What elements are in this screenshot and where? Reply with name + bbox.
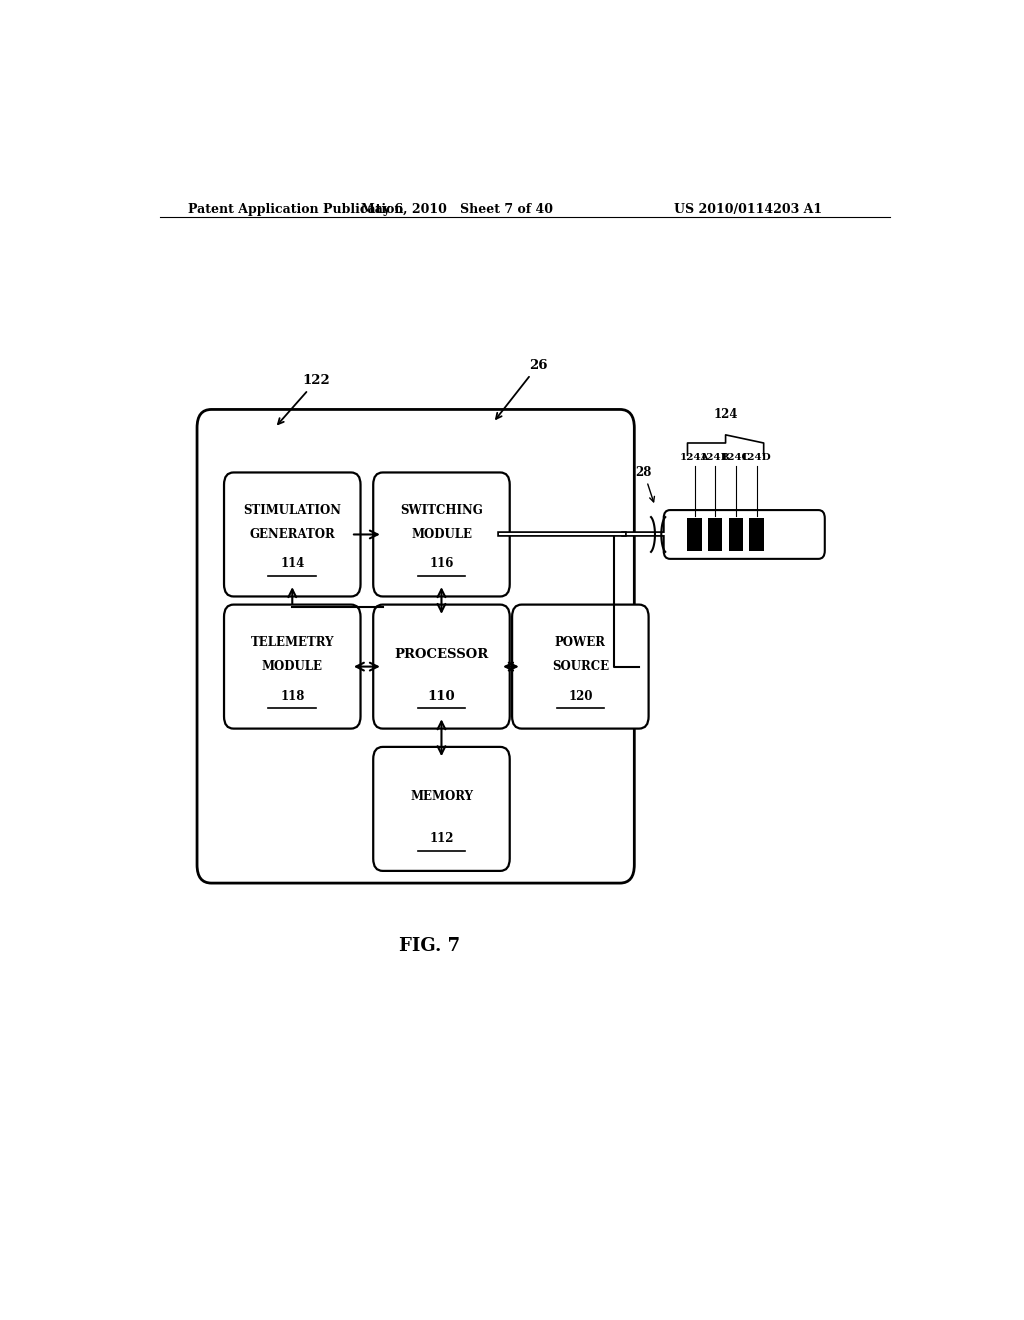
Text: 120: 120 (568, 689, 593, 702)
Text: 124B: 124B (700, 453, 730, 462)
Text: 118: 118 (281, 689, 304, 702)
Bar (687, 519, 701, 550)
Text: MODULE: MODULE (411, 528, 472, 541)
Text: POWER: POWER (555, 636, 606, 648)
FancyBboxPatch shape (224, 605, 360, 729)
FancyBboxPatch shape (512, 605, 648, 729)
Text: SOURCE: SOURCE (552, 660, 609, 673)
Text: Patent Application Publication: Patent Application Publication (187, 203, 403, 216)
Bar (750, 519, 764, 550)
FancyBboxPatch shape (197, 409, 634, 883)
Text: TELEMETRY: TELEMETRY (251, 636, 334, 648)
FancyBboxPatch shape (664, 510, 824, 558)
FancyBboxPatch shape (373, 747, 510, 871)
Text: 124A: 124A (680, 453, 710, 462)
Text: 124C: 124C (721, 453, 751, 462)
Bar (709, 519, 722, 550)
Text: 122: 122 (278, 374, 331, 424)
Text: PROCESSOR: PROCESSOR (394, 648, 488, 661)
Text: 124D: 124D (741, 453, 772, 462)
Text: STIMULATION: STIMULATION (244, 503, 341, 516)
Text: US 2010/0114203 A1: US 2010/0114203 A1 (674, 203, 822, 216)
Text: 112: 112 (429, 832, 454, 845)
FancyBboxPatch shape (373, 605, 510, 729)
Text: GENERATOR: GENERATOR (250, 528, 335, 541)
Text: SWITCHING: SWITCHING (400, 503, 483, 516)
Text: MODULE: MODULE (262, 660, 323, 673)
Text: May 6, 2010   Sheet 7 of 40: May 6, 2010 Sheet 7 of 40 (361, 203, 553, 216)
Bar (729, 519, 743, 550)
Text: 116: 116 (429, 557, 454, 570)
Text: 124: 124 (714, 408, 738, 421)
FancyBboxPatch shape (373, 473, 510, 597)
Text: FIG. 7: FIG. 7 (399, 937, 460, 956)
Text: 110: 110 (428, 689, 456, 702)
FancyBboxPatch shape (224, 473, 360, 597)
Text: 26: 26 (496, 359, 547, 418)
Text: MEMORY: MEMORY (410, 791, 473, 803)
Text: 114: 114 (281, 557, 304, 570)
Text: 28: 28 (636, 466, 654, 502)
